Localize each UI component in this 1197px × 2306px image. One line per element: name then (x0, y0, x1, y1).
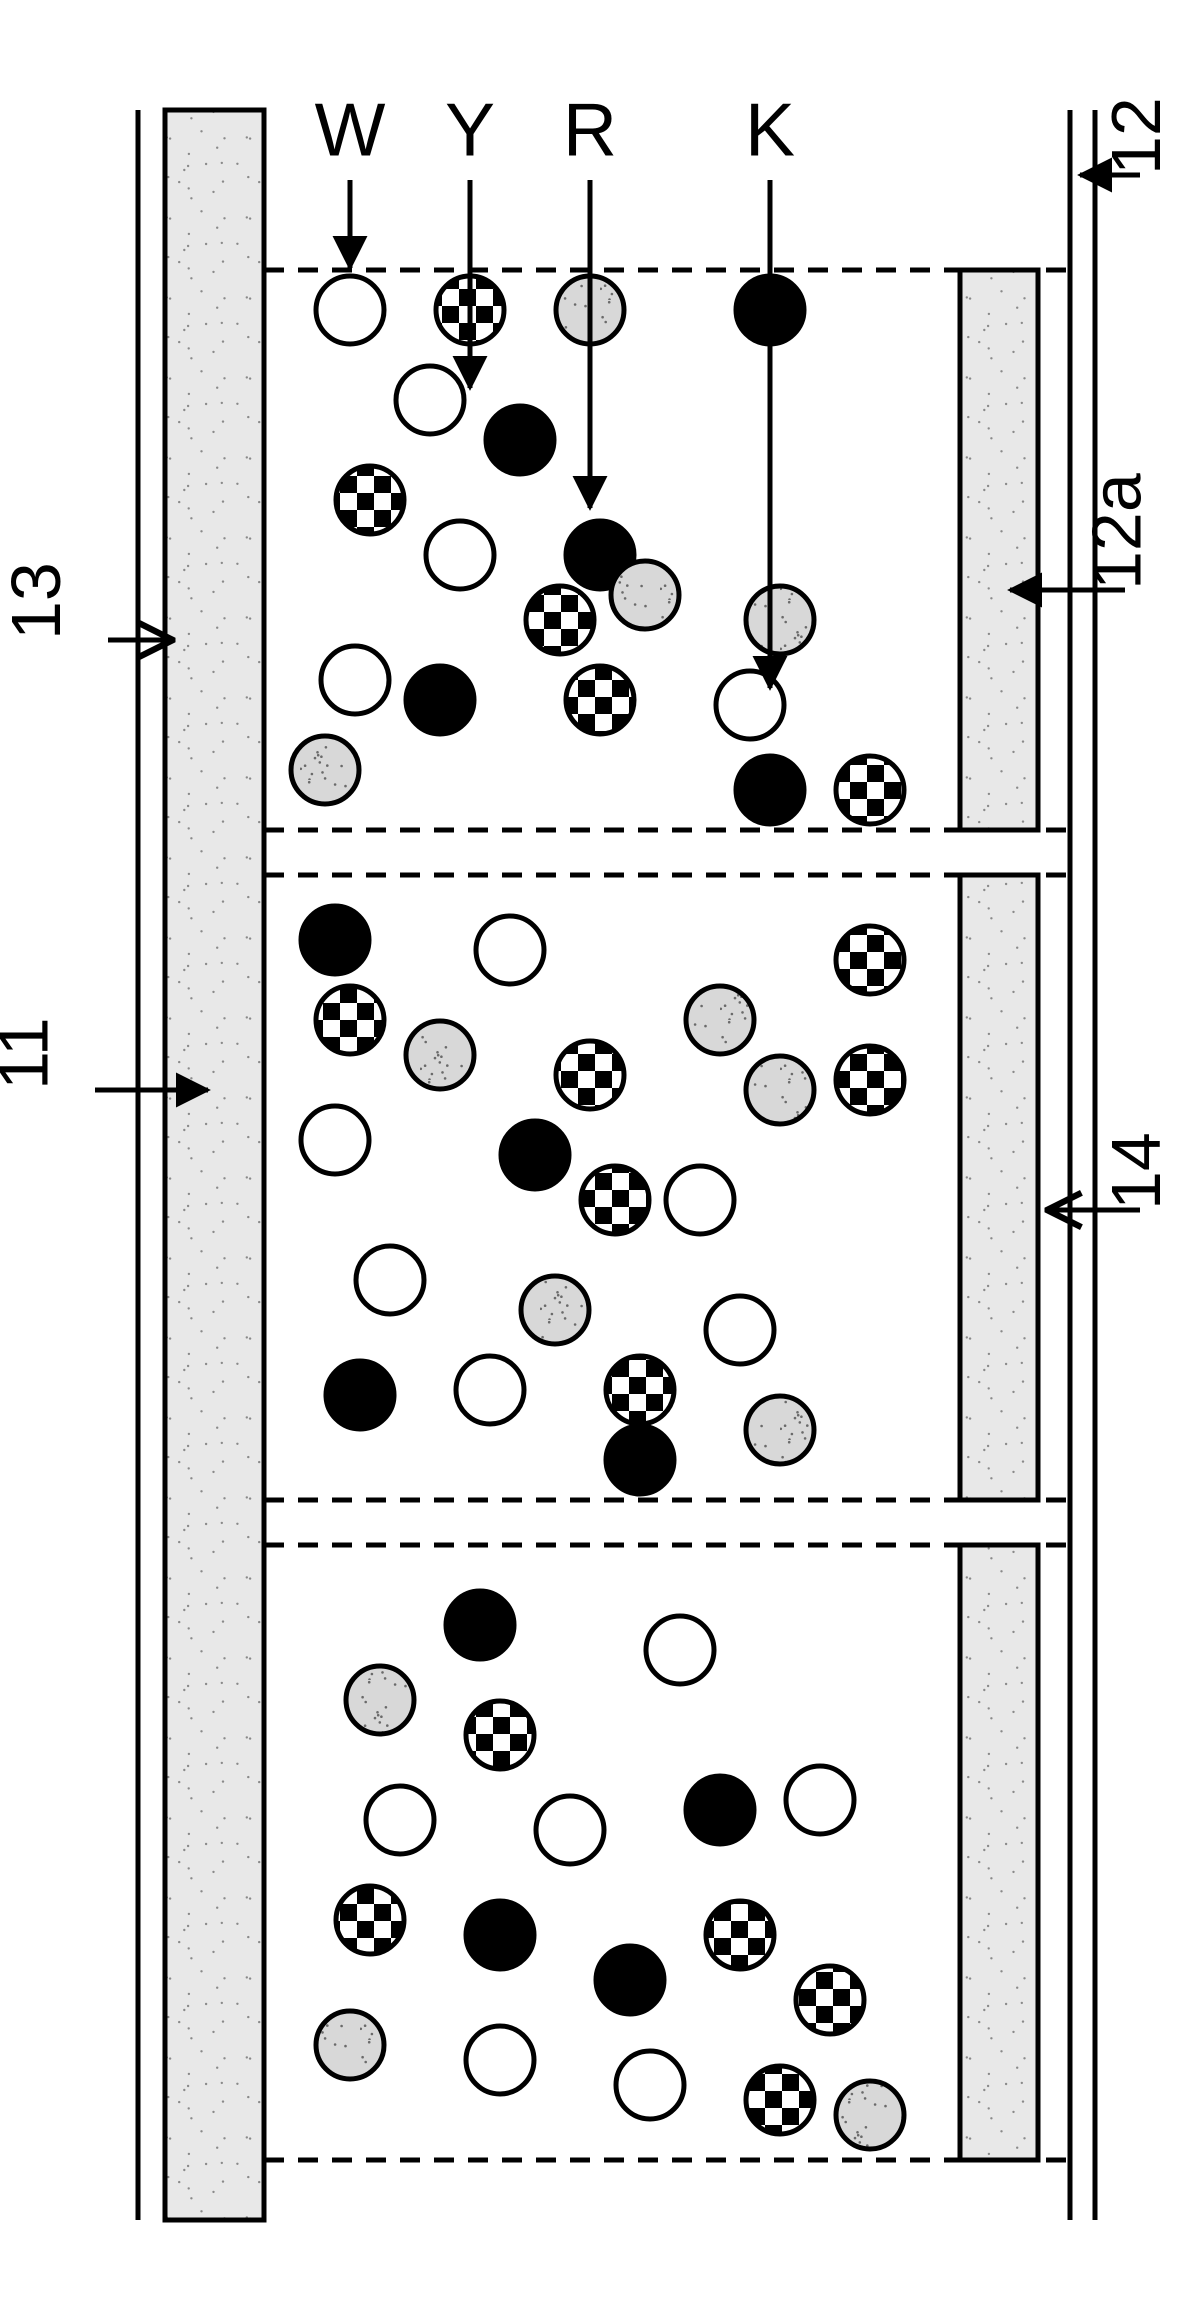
particle-R (316, 2011, 384, 2079)
particle-W (356, 1246, 424, 1314)
particle-W (426, 521, 494, 589)
particle-Y (566, 666, 634, 734)
ref-label-W: W (315, 93, 386, 168)
ref-label-n14: 14 (1101, 1132, 1171, 1210)
ref-label-n13: 13 (1, 562, 71, 640)
particle-Y (746, 2066, 814, 2134)
particle-R (686, 986, 754, 1054)
particle-Y (836, 756, 904, 824)
pixel-electrode-12a (960, 1545, 1038, 2160)
particle-W (646, 1616, 714, 1684)
particle-Y (526, 586, 594, 654)
common-electrode-13 (165, 110, 264, 2220)
particle-W (716, 671, 784, 739)
particle-W (706, 1296, 774, 1364)
particle-K (446, 1591, 514, 1659)
particle-W (466, 2026, 534, 2094)
figure-root: 11 13 12 12a 14 WYR K (0, 0, 1197, 2306)
particle-R (746, 1396, 814, 1464)
particle-R (746, 1056, 814, 1124)
particle-W (666, 1166, 734, 1234)
particle-K (406, 666, 474, 734)
ref-label-Y: Y (445, 93, 495, 168)
particle-K (486, 406, 554, 474)
particle-Y (336, 1886, 404, 1954)
ref-label-n12a: 12a (1082, 473, 1152, 590)
particle-W (536, 1796, 604, 1864)
particle-K (301, 906, 369, 974)
particle-Y (316, 986, 384, 1054)
particle-R (521, 1276, 589, 1344)
particle-K (606, 1426, 674, 1494)
particle-R (346, 1666, 414, 1734)
particle-K (326, 1361, 394, 1429)
particle-Y (336, 466, 404, 534)
particle-W (476, 916, 544, 984)
particle-K (466, 1901, 534, 1969)
particle-W (456, 1356, 524, 1424)
particle-W (316, 276, 384, 344)
ref-label-K: K (745, 93, 795, 168)
particle-R (611, 561, 679, 629)
particle-K (686, 1776, 754, 1844)
particle-Y (796, 1966, 864, 2034)
pixel-electrode-12a (960, 875, 1038, 1500)
pixel-electrode-12a (960, 270, 1038, 830)
figure-svg (0, 0, 1197, 2306)
figure-content (95, 110, 1140, 2220)
particle-W (366, 1786, 434, 1854)
particle-R (836, 2081, 904, 2149)
particle-Y (706, 1901, 774, 1969)
particle-R (406, 1021, 474, 1089)
ref-label-n11: 11 (0, 1017, 59, 1090)
particle-K (501, 1121, 569, 1189)
particle-W (396, 366, 464, 434)
particle-Y (556, 1041, 624, 1109)
particle-Y (836, 926, 904, 994)
particle-Y (466, 1701, 534, 1769)
particle-W (321, 646, 389, 714)
particle-R (746, 586, 814, 654)
particle-W (301, 1106, 369, 1174)
particle-Y (606, 1356, 674, 1424)
particle-K (596, 1946, 664, 2014)
ref-label-n12: 12 (1101, 97, 1171, 175)
ref-label-R: R (563, 93, 617, 168)
particle-W (786, 1766, 854, 1834)
particle-R (291, 736, 359, 804)
particle-Y (581, 1166, 649, 1234)
particle-K (736, 756, 804, 824)
particle-Y (836, 1046, 904, 1114)
particle-W (616, 2051, 684, 2119)
